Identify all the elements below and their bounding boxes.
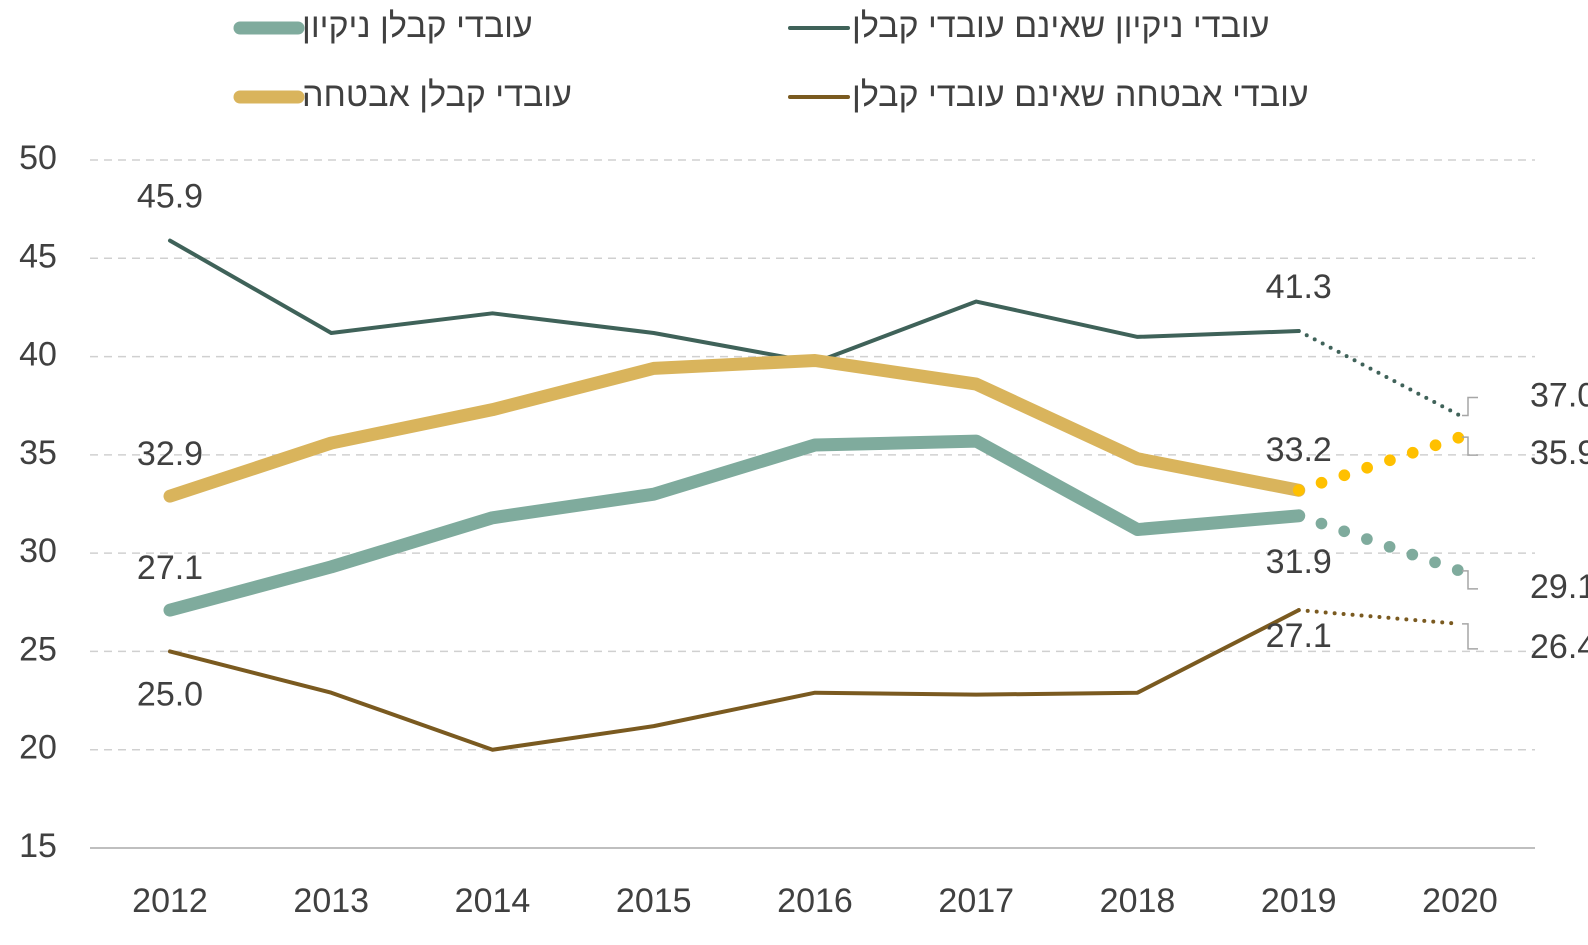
data-label: 25.0	[137, 675, 203, 713]
y-tick-label: 50	[19, 139, 57, 177]
data-label: 27.1	[1266, 617, 1332, 655]
legend-label: עובדי קבלן ניקיון	[302, 7, 533, 45]
leader-line	[1462, 623, 1478, 650]
data-label: 31.9	[1266, 543, 1332, 581]
y-tick-label: 40	[19, 336, 57, 374]
series-line-projected	[1292, 431, 1466, 497]
data-label: 45.9	[137, 178, 203, 216]
x-tick-label: 2019	[1261, 882, 1337, 920]
series-line	[168, 238, 1301, 365]
y-tick-label: 35	[19, 434, 57, 472]
leader-line	[1462, 396, 1478, 417]
data-label: 37.0	[1530, 377, 1588, 415]
leader-line	[1462, 436, 1478, 456]
legend-label: עובדי קבלן אבטחה	[302, 76, 572, 114]
data-label: 33.2	[1266, 431, 1332, 469]
x-tick-label: 2020	[1422, 882, 1498, 920]
leader-line	[1462, 570, 1478, 590]
x-tick-label: 2017	[938, 882, 1014, 920]
series-line-projected	[1296, 608, 1462, 626]
series-line	[168, 608, 1301, 752]
x-tick-label: 2012	[132, 882, 208, 920]
data-label: 32.9	[137, 435, 203, 473]
legend-label: עובדי ניקיון שאינם עובדי קבלן	[852, 7, 1270, 45]
y-tick-label: 15	[19, 827, 57, 865]
x-tick-label: 2016	[777, 882, 853, 920]
x-tick-label: 2018	[1100, 882, 1176, 920]
data-label: 27.1	[137, 549, 203, 587]
data-label: 29.1	[1530, 568, 1588, 606]
x-tick-label: 2014	[455, 882, 531, 920]
series-line	[163, 354, 1306, 503]
y-tick-label: 20	[19, 729, 57, 767]
data-label: 35.9	[1530, 434, 1588, 472]
data-label: 26.4	[1530, 628, 1588, 666]
series-line-projected	[1296, 329, 1462, 418]
x-tick-label: 2013	[293, 882, 369, 920]
series-line-projected	[1292, 509, 1466, 577]
data-label: 41.3	[1266, 268, 1332, 306]
series-line	[163, 434, 1306, 617]
legend-label: עובדי אבטחה שאינם עובדי קבלן	[852, 76, 1309, 114]
y-tick-label: 30	[19, 532, 57, 570]
y-tick-label: 25	[19, 630, 57, 668]
y-tick-label: 45	[19, 237, 57, 275]
x-tick-label: 2015	[616, 882, 692, 920]
